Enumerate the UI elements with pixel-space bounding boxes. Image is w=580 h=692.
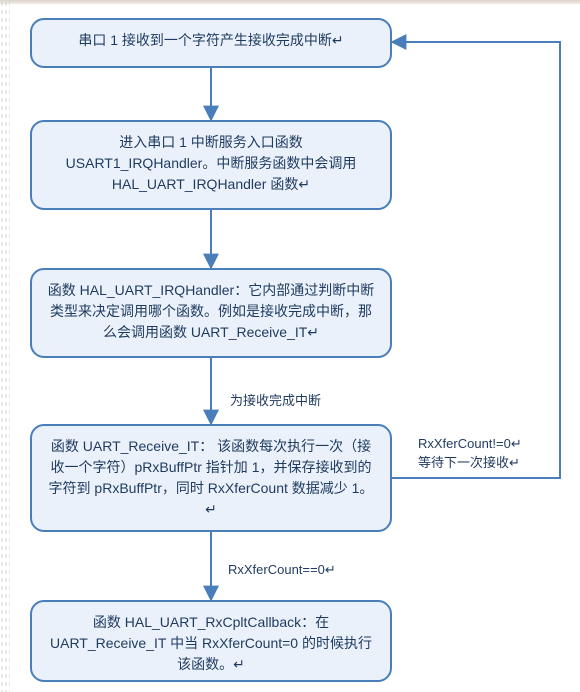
node-uart-char-received: 串口 1 接收到一个字符产生接收完成中断↵	[30, 18, 392, 68]
edge-label-n3-n4: 为接收完成中断	[230, 390, 321, 409]
node-text: 函数 UART_Receive_IT： 该函数每次执行一次（接收一个字符）pRx…	[46, 436, 376, 520]
edge-n4-n1-loopback	[392, 42, 560, 478]
node-uart-receive-it: 函数 UART_Receive_IT： 该函数每次执行一次（接收一个字符）pRx…	[30, 424, 392, 532]
node-rxcplt-callback: 函数 HAL_UART_RxCpltCallback：在 UART_Receiv…	[30, 600, 392, 682]
left-dotted-margin	[0, 0, 10, 692]
node-text: 函数 HAL_UART_RxCpltCallback：在 UART_Receiv…	[46, 612, 376, 675]
node-text: 函数 HAL_UART_IRQHandler：它内部通过判断中断类型来决定调用哪…	[46, 280, 376, 343]
edge-label-loopback: RxXferCount!=0↵ 等待下一次接收↵	[418, 436, 522, 471]
edge-label-n4-n5: RxXferCount==0↵	[228, 562, 336, 578]
node-text: 进入串口 1 中断服务入口函数 USART1_IRQHandler。中断服务函数…	[46, 132, 376, 195]
node-text: 串口 1 接收到一个字符产生接收完成中断↵	[46, 30, 376, 51]
node-hal-uart-irqhandler: 函数 HAL_UART_IRQHandler：它内部通过判断中断类型来决定调用哪…	[30, 268, 392, 358]
node-irq-handler-entry: 进入串口 1 中断服务入口函数 USART1_IRQHandler。中断服务函数…	[30, 120, 392, 210]
top-strip	[0, 0, 580, 4]
